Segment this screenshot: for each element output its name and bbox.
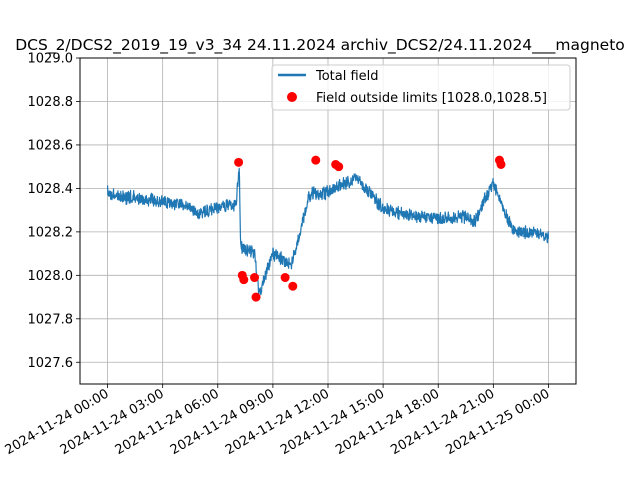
series-total-field-line (106, 167, 550, 298)
outside-limits-point (251, 292, 261, 302)
y-tick-label: 1027.6 (28, 356, 74, 371)
legend-box (271, 64, 571, 111)
legend: Total field Field outside limits [1028.0… (271, 64, 571, 111)
outside-limits-point (234, 157, 244, 167)
outside-limits-point (496, 159, 506, 169)
outside-limits-point (250, 273, 260, 283)
y-tick-label: 1028.4 (28, 182, 74, 197)
plot-area (106, 155, 550, 302)
outside-limits-point (288, 281, 298, 291)
outside-limits-point (280, 273, 290, 283)
legend-marker-swatch (287, 92, 297, 102)
outside-limits-point (311, 155, 321, 165)
outside-limits-point (334, 162, 344, 172)
legend-entry-total-field: Total field (315, 69, 379, 84)
y-tick-label: 1028.8 (28, 95, 74, 110)
y-tick-label: 1027.8 (28, 312, 74, 327)
y-tick-label: 1028.2 (28, 225, 74, 240)
y-tick-label: 1028.0 (28, 269, 74, 284)
outside-limits-point (239, 275, 249, 285)
legend-entry-outside-limits: Field outside limits [1028.0,1028.5] (316, 91, 547, 106)
y-tick-label: 1029.0 (28, 52, 74, 67)
y-tick-label: 1028.6 (28, 138, 74, 153)
y-axis: 1027.6 1027.8 1028.0 1028.2 1028.4 1028.6 1028… (28, 52, 80, 371)
chart-title: DCS_2/DCS2_2019_19_v3_34 24.11.2024 arch… (15, 36, 625, 55)
